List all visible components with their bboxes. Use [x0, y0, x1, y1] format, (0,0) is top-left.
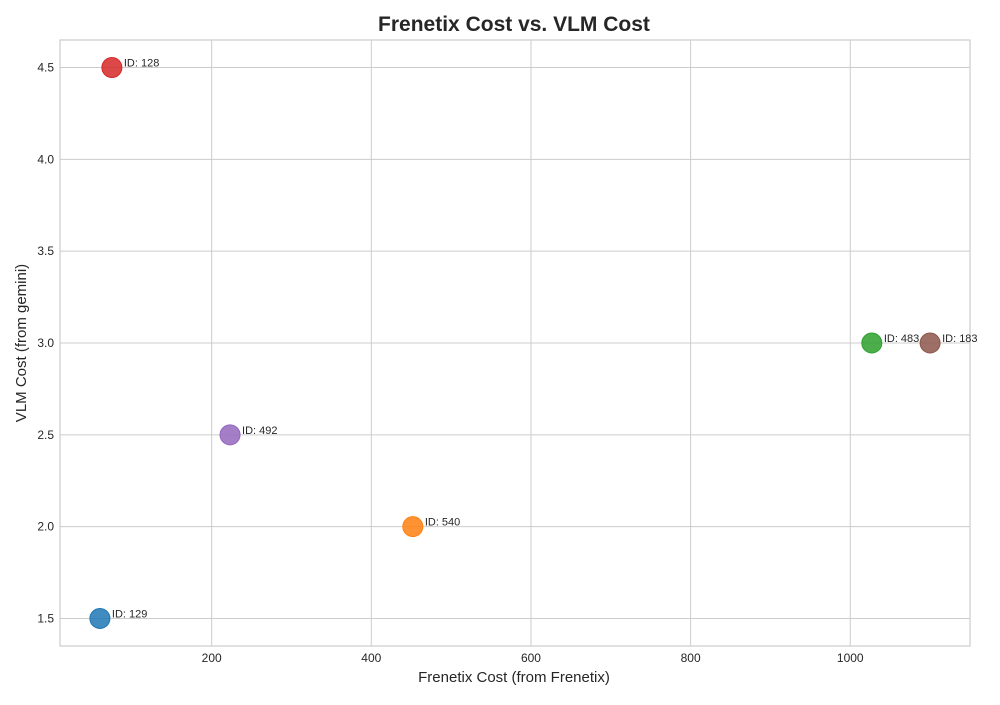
data-point	[919, 332, 941, 354]
y-axis-label: VLM Cost (from gemini)	[13, 264, 30, 422]
data-point	[402, 516, 424, 538]
data-point	[101, 57, 123, 79]
x-tick-label: 400	[361, 651, 381, 665]
data-point	[89, 607, 111, 629]
points-layer	[89, 57, 941, 629]
ticks-layer: 200 400 600 800 1000 1.5 2.0 2.5 3.0 3.5 4.0 4.5	[37, 61, 864, 665]
x-tick-label: 600	[521, 651, 541, 665]
x-tick-label: 200	[202, 651, 222, 665]
x-tick-label: 1000	[837, 651, 864, 665]
labels-layer: ID: 129 ID: 128 ID: 492 ID: 540 ID: 483 ID: 1…	[112, 58, 978, 621]
y-tick-label: 1.5	[37, 611, 54, 625]
y-tick-label: 2.5	[37, 428, 54, 442]
point-label: ID: 128	[124, 58, 159, 70]
point-label: ID: 129	[112, 608, 147, 620]
point-label: ID: 483	[884, 333, 919, 345]
y-tick-label: 4.5	[37, 61, 54, 75]
y-tick-label: 3.5	[37, 244, 54, 258]
y-tick-label: 3.0	[37, 336, 54, 350]
x-axis-label: Frenetix Cost (from Frenetix)	[418, 669, 610, 686]
point-label: ID: 492	[242, 425, 277, 437]
data-point	[861, 332, 883, 354]
y-tick-label: 4.0	[37, 152, 54, 166]
y-tick-label: 2.0	[37, 520, 54, 534]
chart-title: Frenetix Cost vs. VLM Cost	[378, 13, 650, 36]
grid-layer	[59, 39, 971, 647]
point-label: ID: 540	[425, 517, 460, 529]
point-label: ID: 183	[942, 333, 977, 345]
data-point	[219, 424, 241, 446]
x-tick-label: 800	[681, 651, 701, 665]
